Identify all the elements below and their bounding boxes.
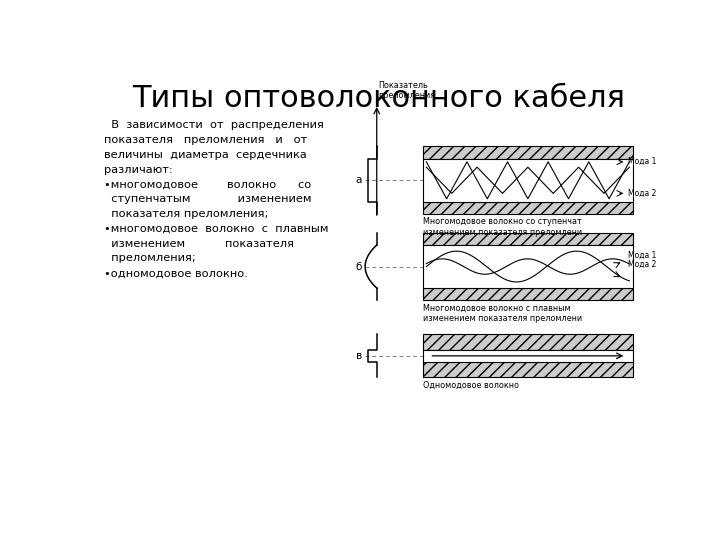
Bar [423, 362, 632, 377]
Bar [423, 233, 632, 245]
Text: Мода 2: Мода 2 [628, 189, 656, 198]
Text: Мода 1: Мода 1 [628, 157, 656, 166]
Text: Типы оптоволоконного кабеля: Типы оптоволоконного кабеля [132, 84, 626, 113]
Bar [423, 159, 632, 202]
Bar [423, 245, 632, 288]
Text: в: в [356, 351, 362, 361]
Text: В  зависимости  от  распределения
показателя   преломления   и   от
величины  ди: В зависимости от распределения показател… [104, 120, 328, 278]
Text: Мода 1: Мода 1 [628, 251, 656, 260]
Text: Мода 2: Мода 2 [628, 260, 656, 269]
Text: б: б [356, 261, 362, 272]
Bar [423, 202, 632, 214]
Text: Показатель
преломления: Показатель преломления [378, 81, 436, 100]
Bar [423, 288, 632, 300]
Bar [423, 350, 632, 362]
Text: Одномодовое волокно: Одномодовое волокно [423, 381, 519, 389]
Text: а: а [356, 176, 362, 185]
Text: Многомодовое волокно с плавным
изменением показателя преломлени: Многомодовое волокно с плавным изменение… [423, 303, 582, 323]
Text: Многомодовое волокно со ступенчат
изменением показателя преломлени: Многомодовое волокно со ступенчат измене… [423, 217, 582, 237]
Bar [423, 146, 632, 159]
Bar [423, 334, 632, 350]
